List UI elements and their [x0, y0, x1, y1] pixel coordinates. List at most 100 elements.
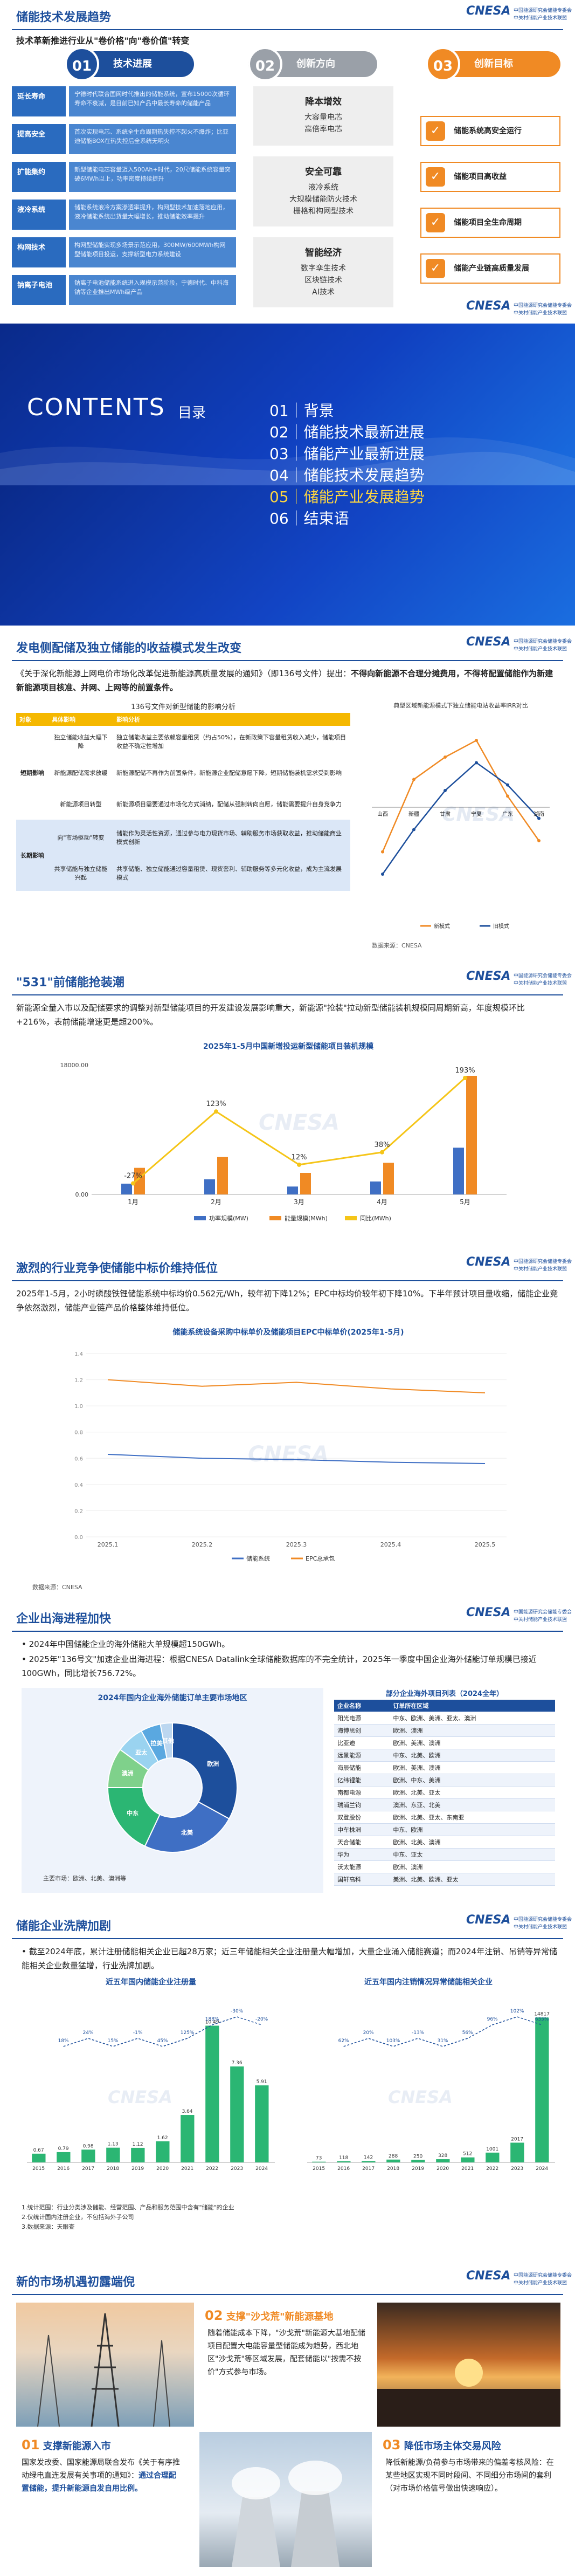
x-tick-label: 甘肃: [440, 810, 451, 818]
legend-label: 能量规模(MWh): [285, 1214, 328, 1222]
table-title: 136号文件对新型储能的影响分析: [131, 703, 235, 711]
table-cell: 向"市场驱动"转变: [57, 834, 105, 841]
table-row: 海辰储能 欧洲、美洲、澳洲: [334, 1761, 555, 1774]
subtitle: 技术革新推进行业从"卷价格"向"卷价值"转变: [16, 36, 190, 46]
tag-text: 宁德时代联合国网时代推出的储能系统，宣布15000次循环寿命不衰减，是目前已知产…: [69, 86, 236, 116]
watermark: CNESA: [248, 1442, 329, 1467]
table-cell: 海辰储能: [334, 1761, 390, 1774]
toc-item-3[interactable]: 03｜储能产业最新进展: [269, 445, 425, 463]
bar-value-label: 328: [438, 2153, 447, 2159]
growth-label: 31%: [438, 2038, 448, 2044]
market-text-part: 国家发改委、国家能源局联合发布《关于有序推动绿电直连发展有关事项的通知》：: [22, 2458, 180, 2480]
x-tick-label: 2024: [536, 2166, 548, 2172]
market-head-text: 支撑新能源入市: [43, 2441, 111, 2452]
growth-label: 18%: [58, 2038, 69, 2044]
tower-illustration: [37, 2313, 170, 2427]
step-label: 技术进展: [113, 58, 152, 70]
data-point: [475, 739, 478, 742]
price-line-0: [107, 1454, 486, 1464]
growth-point: [297, 1162, 301, 1167]
sunset-illustration: [377, 2359, 560, 2427]
logo-line2: 中关村储能产业技术联盟: [514, 311, 567, 316]
bar: [181, 2115, 195, 2162]
bar-value-label: 1.12: [133, 2142, 143, 2147]
toc-item-2[interactable]: 02｜储能技术最新进展: [269, 423, 425, 441]
logo-line2: 中关村储能产业技术联盟: [514, 981, 567, 986]
table-cell: 新能源项目需要通过市场化方式消纳，配储从强制转向自愿，储能需要提升自身竞争力: [116, 801, 342, 808]
growth-label: 102%: [510, 2009, 524, 2014]
bar-value-label: 0.79: [58, 2146, 69, 2152]
y-tick-label: 0.8: [74, 1430, 83, 1436]
cnesa-logo: CNESA 中国能源研究会储能专委会 中关村储能产业技术联盟: [466, 1255, 572, 1277]
table-row: 国轩高科 美洲、北美、欧洲、亚太: [334, 1873, 555, 1886]
intro-bold-text: 不得向新能源不合理分摊费用，不得将配置储能作为新建新能源项目核准、并网、上网等的…: [16, 669, 553, 692]
growth-point: [463, 1076, 467, 1080]
goal-label: 储能项目高收益: [454, 173, 507, 181]
impact-table: 对象 具体影响 影响分析 短期影响 独立储能收益大幅下降 独立储能收益主要依赖容…: [16, 713, 350, 891]
growth-label: -13%: [412, 2030, 425, 2036]
step-circle-3: 03: [426, 47, 460, 81]
logo-line1: 中国能源研究会储能专委会: [514, 303, 572, 308]
notes: 1.统计范围：行业分类涉及储能、经营范围、产品和服务范围中含有"储能"的企业 2…: [22, 2203, 234, 2232]
toc-label: 结束语: [303, 510, 349, 527]
cnesa-logo: CNESA 中国能源研究会储能专委会 中关村储能产业技术联盟: [466, 1913, 572, 1935]
table-row: 中车株洲 中东、欧洲: [334, 1823, 555, 1836]
data-point: [475, 761, 478, 765]
x-tick-label: 2019: [131, 2166, 144, 2172]
table-cell: 中车株洲: [334, 1823, 390, 1836]
growth-label: 193%: [455, 1067, 475, 1075]
table-row: 华为 中东、亚太: [334, 1848, 555, 1861]
toc-item-1[interactable]: 01｜背景: [269, 402, 334, 420]
legend-swatch: [269, 1216, 281, 1220]
toc-label: 储能产业发展趋势: [303, 488, 425, 506]
table-header: 企业名称: [334, 1700, 390, 1712]
table-row: 亿纬锂能 欧洲、中东、美洲: [334, 1774, 555, 1787]
table-cell: 共享储能与独立储能兴起: [54, 865, 108, 881]
table-cell: 欧洲、中东、美洲: [390, 1774, 555, 1787]
price-line-chart: 0.0 0.2 0.4 0.6 0.8 1.0 1.2 1.4 2025.1 2025.2 2025…: [74, 1351, 507, 1562]
growth-label: -30%: [231, 2009, 244, 2014]
legend-swatch: [345, 1216, 357, 1220]
x-tick-label: 2020: [437, 2166, 449, 2172]
pie-label: 澳洲: [122, 1769, 134, 1777]
header-rule: [12, 1938, 563, 1939]
y-tick-label: 1.2: [74, 1378, 83, 1384]
cnesa-logo: CNESA 中国能源研究会储能专委会 中关村储能产业技术联盟: [466, 1606, 572, 1627]
toc-item-6[interactable]: 06｜结束语: [269, 510, 349, 527]
tag-name: 液冷系统: [12, 200, 66, 230]
y-tick-label: 0.2: [74, 1508, 83, 1514]
table-cell: 国轩高科: [334, 1873, 390, 1886]
header-rule: [12, 660, 563, 661]
market-head-1: 01 支撑新能源入市: [22, 2437, 111, 2453]
tag-name: 扩能集约: [12, 162, 66, 192]
bar-value-label: 14817: [534, 2011, 550, 2017]
table-cell: 欧洲、北美、澳洲: [390, 1836, 555, 1849]
x-tick-label: 2025.4: [380, 1541, 401, 1548]
x-tick-label: 2018: [107, 2166, 119, 2172]
logo-line2: 中关村储能产业技术联盟: [514, 16, 567, 21]
toc-item-4[interactable]: 04｜储能技术发展趋势: [269, 466, 425, 484]
x-tick-label: 广东: [502, 810, 513, 818]
table-cell: 中东、欧洲、美洲、亚太、澳洲: [390, 1712, 555, 1725]
toc-label: 储能技术最新进展: [303, 423, 425, 441]
price-paragraph: 2025年1-5月，2小时磷酸铁锂储能系统中标均价0.562元/Wh，较年初下降…: [16, 1289, 558, 1313]
logo-brand: CNESA: [466, 1255, 511, 1269]
toc-label: 背景: [303, 402, 334, 420]
toc-item-5[interactable]: 05｜储能产业发展趋势: [269, 488, 425, 506]
bar-energy: [300, 1173, 311, 1194]
bar: [230, 2066, 244, 2162]
x-tick-label: 2015: [32, 2166, 45, 2172]
growth-label: 45%: [157, 2038, 168, 2044]
bar-power: [121, 1184, 132, 1194]
x-tick-label: 2015: [313, 2166, 325, 2172]
bar: [411, 2160, 425, 2162]
table-row: 比亚迪 欧洲、美洲、澳洲: [334, 1736, 555, 1749]
bar-energy: [466, 1076, 477, 1194]
logo-line2: 中关村储能产业技术联盟: [514, 647, 567, 652]
table-cell: 阳光电源: [334, 1712, 390, 1725]
market-head-2: 02 支撑"沙戈荒"新能源基地: [205, 2308, 333, 2323]
pie-label: 中东: [127, 1809, 138, 1817]
cancellation-bar-chart: 73 2015 118 2016 62% 142 2017 20% 288 2018 103% 250…: [307, 2009, 555, 2172]
bar: [362, 2161, 376, 2162]
bar-power: [453, 1148, 464, 1194]
